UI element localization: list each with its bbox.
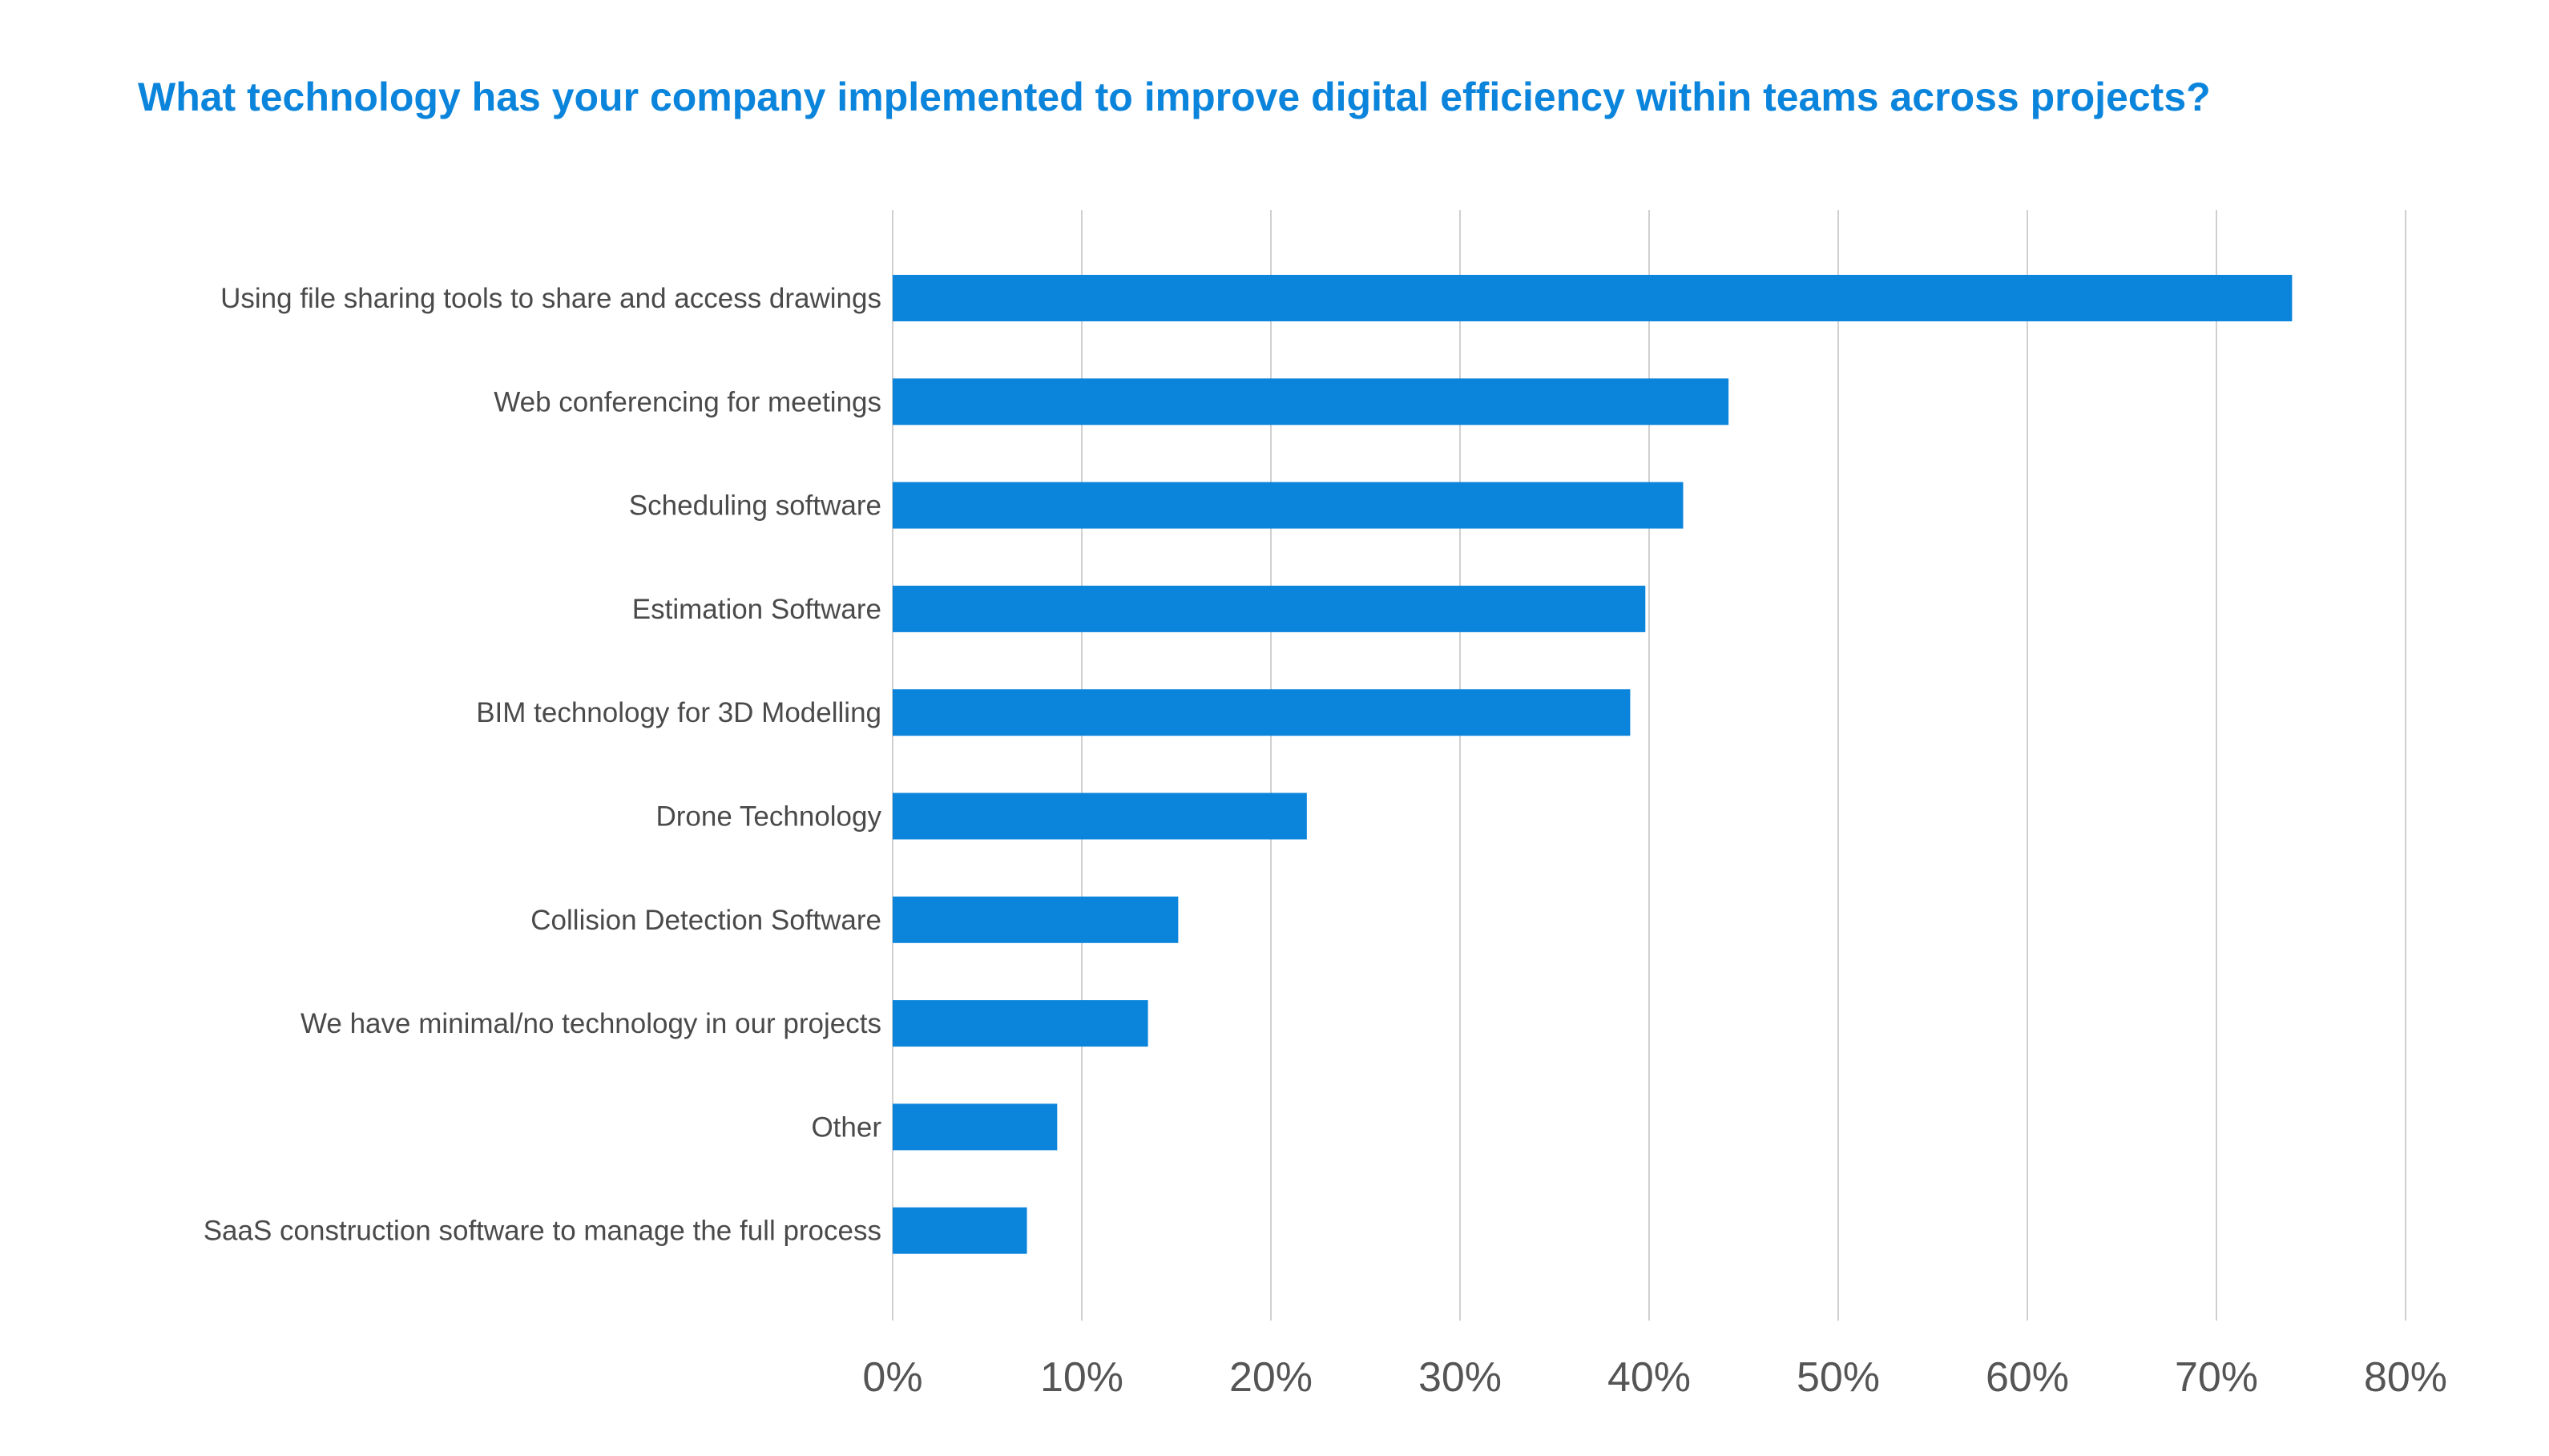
x-tick-label: 70% (2175, 1354, 2258, 1401)
x-tick-label: 10% (1040, 1354, 1123, 1401)
x-tick-label: 20% (1229, 1354, 1313, 1401)
grid-lines (892, 210, 2406, 1321)
bar (893, 1000, 1148, 1047)
bars (893, 275, 2293, 1254)
bar (893, 689, 1631, 736)
x-tick-label: 60% (1986, 1354, 2069, 1401)
bar (893, 793, 1307, 840)
category-label: Web conferencing for meetings (494, 386, 881, 417)
category-label: Estimation Software (632, 594, 881, 625)
bar (893, 1207, 1027, 1254)
bar (893, 585, 1646, 632)
category-label: BIM technology for 3D Modelling (476, 697, 881, 728)
category-labels: Using file sharing tools to share and ac… (204, 283, 882, 1247)
x-tick-label: 40% (1607, 1354, 1691, 1401)
category-label: We have minimal/no technology in our pro… (300, 1008, 881, 1039)
bar (893, 378, 1729, 426)
x-tick-label: 0% (862, 1354, 922, 1401)
bar (893, 1103, 1058, 1151)
category-label: Collision Detection Software (530, 905, 881, 936)
bar (893, 482, 1684, 529)
x-tick-label: 80% (2364, 1354, 2447, 1401)
x-axis-tick-labels: 0% 10% 20% 30% 40% 50% 60% 70% 80% (862, 1354, 2447, 1401)
chart-title: What technology has your company impleme… (138, 75, 2211, 119)
bar (893, 275, 2293, 321)
x-tick-label: 30% (1418, 1354, 1502, 1401)
bar (893, 896, 1179, 943)
category-label: Using file sharing tools to share and ac… (220, 283, 881, 314)
category-label: Other (811, 1111, 881, 1143)
category-label: SaaS construction software to manage the… (204, 1216, 881, 1247)
category-label: Scheduling software (629, 490, 881, 522)
category-label: Drone Technology (656, 801, 882, 833)
x-tick-label: 50% (1797, 1354, 1880, 1401)
